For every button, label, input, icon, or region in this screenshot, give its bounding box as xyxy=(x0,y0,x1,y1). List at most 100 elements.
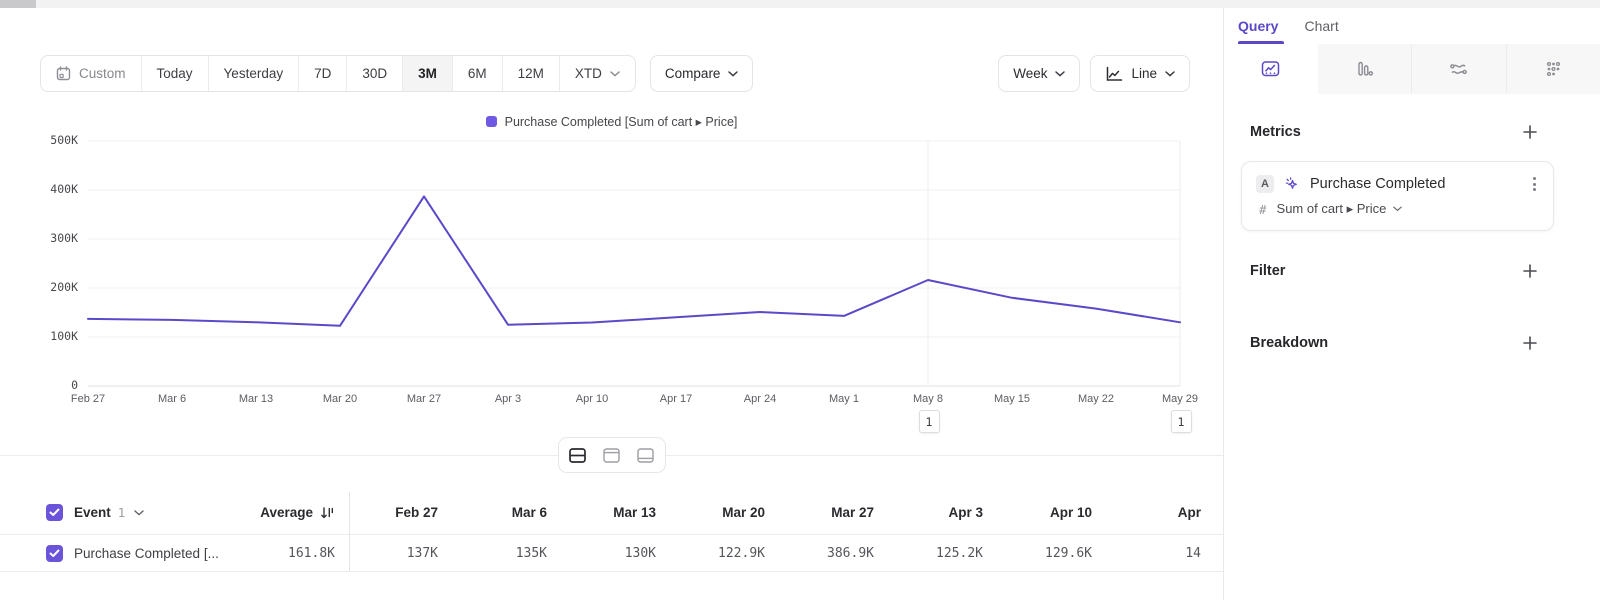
plus-icon xyxy=(1523,125,1537,139)
table-row[interactable]: Purchase Completed [... 161.8K 137K 135K 1… xyxy=(0,535,1223,572)
date-range-control: Custom Today Yesterday 7D 30D 3M 6M 12M XTD xyxy=(40,55,636,92)
tab-query[interactable]: Query xyxy=(1238,18,1279,34)
y-axis-label: 300K xyxy=(50,231,78,245)
row-checkbox[interactable] xyxy=(46,544,63,562)
metric-card[interactable]: A Purchase Completed # Sum of cart ▸ Pri… xyxy=(1241,161,1554,231)
query-panel: Query Chart xyxy=(1223,8,1600,600)
grid-dots-tab[interactable] xyxy=(1505,44,1600,94)
range-label: 3M xyxy=(418,66,437,81)
layout-toggle xyxy=(0,437,1223,473)
annotation-badge[interactable]: 1 xyxy=(918,410,940,433)
date-column-header[interactable]: Mar 6 xyxy=(511,505,547,520)
range-6m[interactable]: 6M xyxy=(451,56,502,91)
date-column-header[interactable]: Mar 20 xyxy=(722,505,765,520)
horizontal-scrollbar[interactable] xyxy=(0,0,1600,8)
add-filter-button[interactable] xyxy=(1521,262,1539,280)
range-label: Custom xyxy=(79,66,126,81)
chevron-down-icon xyxy=(610,70,620,77)
x-axis-label: Apr 10 xyxy=(575,393,609,405)
sort-descending-icon[interactable] xyxy=(320,506,335,520)
range-custom[interactable]: Custom xyxy=(41,56,141,91)
date-values: 137K 135K 130K 122.9K 386.9K 125.2K 129.6K 14 xyxy=(351,546,1223,561)
compare-button[interactable]: Compare xyxy=(649,55,754,92)
panel-tabs: Query Chart xyxy=(1224,8,1600,44)
y-axis-label: 100K xyxy=(50,329,78,343)
chart-type-button[interactable]: Line xyxy=(1090,55,1190,92)
chart-type-tabs xyxy=(1224,44,1600,94)
scrollbar-thumb[interactable] xyxy=(0,0,36,8)
chevron-down-icon xyxy=(1165,70,1175,77)
x-axis-label: Mar 6 xyxy=(157,393,187,405)
range-xtd[interactable]: XTD xyxy=(558,56,635,91)
metrics-title: Metrics xyxy=(1250,124,1301,140)
insights-line-icon xyxy=(1262,61,1280,77)
average-value: 161.8K xyxy=(288,545,335,561)
annotation-badge[interactable]: 1 xyxy=(1170,410,1192,433)
date-column-header[interactable]: Feb 27 xyxy=(395,505,438,520)
range-7d[interactable]: 7D xyxy=(298,56,346,91)
chevron-down-icon xyxy=(1393,206,1403,212)
cell-value: 122.9K xyxy=(718,545,765,561)
granularity-label: Week xyxy=(1013,66,1048,81)
date-column-header[interactable]: Apr 10 xyxy=(1049,505,1092,520)
cell-value: 125.2K xyxy=(936,545,983,561)
metrics-section-header: Metrics xyxy=(1250,123,1539,141)
select-all-checkbox[interactable] xyxy=(46,504,63,521)
report-toolbar: Custom Today Yesterday 7D 30D 3M 6M 12M XTD Comp… xyxy=(40,55,1190,92)
chart-focus-icon[interactable] xyxy=(595,441,628,469)
date-column-header[interactable]: Apr xyxy=(1177,505,1201,520)
flow-tab[interactable] xyxy=(1411,44,1506,94)
split-view-icon[interactable] xyxy=(561,441,594,469)
tab-chart[interactable]: Chart xyxy=(1304,18,1339,34)
chart-legend[interactable]: Purchase Completed [Sum of cart ▸ Price] xyxy=(0,114,1223,129)
table-header-row: Event 1 Average Feb 27 Mar 6 Mar 13 Mar 20 M… xyxy=(0,491,1223,535)
range-12m[interactable]: 12M xyxy=(501,56,559,91)
table-column-divider xyxy=(349,492,350,571)
date-column-header[interactable]: Mar 27 xyxy=(831,505,874,520)
aggregation-label: Sum of cart ▸ Price xyxy=(1276,201,1387,216)
breakdown-section-header: Breakdown xyxy=(1250,334,1539,352)
date-column-header[interactable]: Apr 3 xyxy=(948,505,983,520)
insights-line-tab[interactable] xyxy=(1224,44,1318,94)
breakdown-title: Breakdown xyxy=(1250,335,1329,351)
filter-section-header: Filter xyxy=(1250,262,1539,280)
line-chart-svg xyxy=(87,140,1181,387)
chevron-down-icon[interactable] xyxy=(134,509,144,516)
date-columns-header: Feb 27 Mar 6 Mar 13 Mar 20 Mar 27 Apr 3 Apr 10… xyxy=(351,505,1223,520)
magic-event-icon xyxy=(1285,177,1297,189)
cell-value: 129.6K xyxy=(1045,545,1092,561)
y-axis-label: 500K xyxy=(50,133,78,147)
kebab-menu-icon[interactable] xyxy=(1530,174,1539,194)
x-axis-label: Mar 20 xyxy=(322,393,358,405)
granularity-button[interactable]: Week xyxy=(998,55,1081,92)
range-30d[interactable]: 30D xyxy=(346,56,402,91)
table-focus-icon[interactable] xyxy=(629,441,662,469)
event-count: 1 xyxy=(117,505,126,520)
range-label: 6M xyxy=(467,66,487,81)
x-axis-label: Feb 27 xyxy=(70,393,106,405)
add-metric-button[interactable] xyxy=(1521,123,1539,141)
range-yesterday[interactable]: Yesterday xyxy=(207,56,299,91)
x-axis-label: May 29 xyxy=(1161,393,1199,405)
aggregation-selector[interactable]: Sum of cart ▸ Price xyxy=(1277,201,1403,217)
range-today[interactable]: Today xyxy=(140,56,208,91)
chart-area[interactable]: 500K 400K 300K 200K 100K 0 Feb 27 Mar 6 Mar 13 Ma… xyxy=(0,8,1223,468)
average-column-header[interactable]: Average xyxy=(260,505,313,520)
filter-title: Filter xyxy=(1250,263,1286,279)
range-label: Yesterday xyxy=(223,66,284,81)
y-axis-label: 0 xyxy=(71,378,78,392)
number-property-icon: # xyxy=(1259,201,1267,217)
cell-value: 386.9K xyxy=(827,545,874,561)
event-column-header[interactable]: Event xyxy=(74,505,111,520)
legend-label: Purchase Completed [Sum of cart ▸ Price] xyxy=(504,115,738,129)
add-breakdown-button[interactable] xyxy=(1521,334,1539,352)
bar-chart-icon xyxy=(1358,61,1373,76)
x-axis-label: Apr 3 xyxy=(494,393,522,405)
range-label: 30D xyxy=(362,66,388,81)
y-axis-label: 400K xyxy=(50,182,78,196)
range-3m[interactable]: 3M xyxy=(402,56,452,91)
x-axis-label: Apr 24 xyxy=(743,393,777,405)
date-column-header[interactable]: Mar 13 xyxy=(613,505,656,520)
bar-chart-tab[interactable] xyxy=(1317,44,1411,94)
